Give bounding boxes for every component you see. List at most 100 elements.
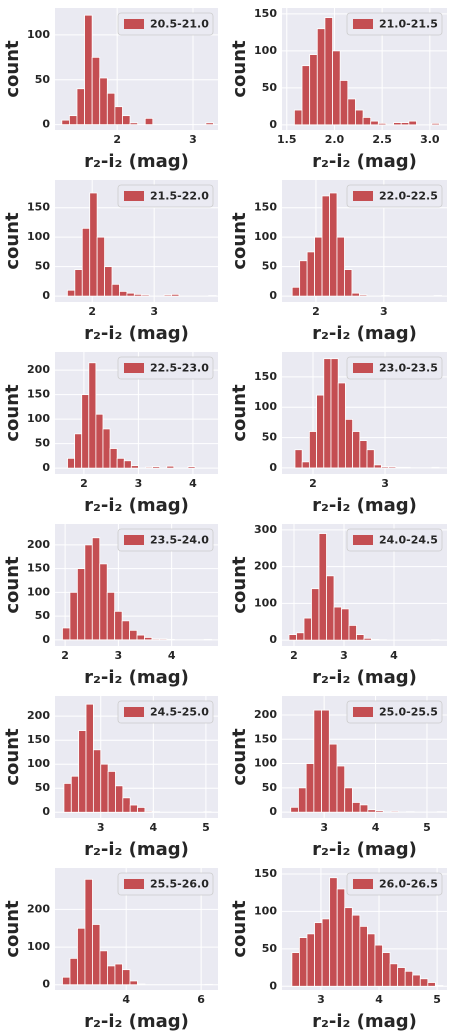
y-tick-label: 100 <box>27 230 50 243</box>
bar <box>100 763 109 813</box>
bar <box>144 117 154 126</box>
x-tick-label: 4 <box>189 477 197 490</box>
bar <box>367 809 376 813</box>
legend-swatch <box>124 707 144 717</box>
bar <box>288 634 297 641</box>
bar <box>366 449 375 469</box>
bar <box>137 983 146 986</box>
bar <box>119 290 128 297</box>
y-tick-label: 200 <box>27 709 50 722</box>
legend-label: 20.5-21.0 <box>150 18 209 31</box>
bar <box>321 709 330 813</box>
y-tick-label: 150 <box>254 732 277 745</box>
bar <box>81 227 91 297</box>
legend-label: 24.5-25.0 <box>150 706 209 719</box>
bar <box>318 533 327 641</box>
legend-label: 24.0-24.5 <box>379 534 438 547</box>
bar <box>328 743 338 813</box>
bar <box>115 785 124 813</box>
bar <box>133 293 143 297</box>
legend-box <box>346 872 443 896</box>
y-tick-label: 200 <box>27 902 50 915</box>
bar <box>96 236 105 297</box>
subplot: 2 3 0 50 100 r₂-i₂ (mag) count 20.5-21.0 <box>2 8 218 172</box>
y-tick-label: 200 <box>254 708 277 721</box>
bar <box>106 591 116 641</box>
x-tick-label: 2.5 <box>372 133 392 146</box>
x-tick-label: 2 <box>113 133 121 146</box>
y-axis-label: count <box>229 900 250 958</box>
x-tick-label: 2 <box>61 649 69 662</box>
bar <box>336 236 345 297</box>
y-axis-label: count <box>2 556 23 614</box>
y-tick-label: 0 <box>42 978 50 991</box>
bar <box>336 888 346 987</box>
bar <box>99 77 108 126</box>
y-tick-label: 100 <box>27 757 50 770</box>
y-tick-label: 0 <box>269 118 277 131</box>
x-tick-label: 2 <box>88 305 96 318</box>
x-tick-label: 4 <box>375 993 383 1006</box>
bar <box>107 965 116 986</box>
y-tick-label: 50 <box>35 609 51 622</box>
x-axis-label: r₂-i₂ (mag) <box>84 1011 189 1032</box>
y-tick-label: 100 <box>27 28 50 41</box>
legend-swatch <box>353 535 373 545</box>
bar <box>123 460 132 469</box>
bar <box>367 933 376 987</box>
bar <box>91 537 101 641</box>
bar <box>351 914 361 987</box>
bar <box>67 457 76 469</box>
y-tick-label: 150 <box>27 201 50 214</box>
bar <box>316 394 325 469</box>
bar <box>122 115 131 126</box>
legend-box <box>117 528 214 552</box>
legend-label: 25.5-26.0 <box>150 878 209 891</box>
x-tick-label: 3 <box>381 477 389 490</box>
y-tick-label: 150 <box>254 867 277 880</box>
bar <box>163 294 172 297</box>
bar <box>62 976 71 986</box>
bar <box>359 804 369 813</box>
y-tick-label: 0 <box>269 461 277 474</box>
y-tick-label: 0 <box>42 118 50 131</box>
legend-box <box>117 356 214 380</box>
bar <box>136 634 145 641</box>
bar <box>373 464 382 469</box>
bar <box>298 787 307 813</box>
legend-box <box>346 12 443 36</box>
y-tick-label: 50 <box>35 437 51 450</box>
y-axis-label: count <box>2 384 23 442</box>
legend-swatch <box>124 19 144 29</box>
bar <box>74 269 83 297</box>
y-tick-label: 150 <box>254 7 277 20</box>
bar <box>63 783 72 813</box>
bar <box>141 294 150 297</box>
bar <box>95 413 104 469</box>
bar <box>129 980 138 986</box>
y-axis-label: count <box>2 728 23 786</box>
bar <box>347 98 356 126</box>
legend-swatch <box>353 363 373 373</box>
bar <box>377 122 387 126</box>
bar <box>388 466 397 469</box>
subplot: 4 6 0 100 200 r₂-i₂ (mag) count 25.5-26.0 <box>2 868 218 1032</box>
subplot: 2 3 0 50 100 150 r₂-i₂ (mag) count 22.0-22.5 <box>229 180 447 344</box>
y-tick-label: 0 <box>42 633 50 646</box>
bar <box>393 122 402 126</box>
x-tick-label: 3 <box>317 993 325 1006</box>
y-tick-label: 50 <box>35 73 51 86</box>
y-tick-label: 0 <box>42 461 50 474</box>
legend-box <box>117 184 214 208</box>
x-axis-label: r₂-i₂ (mag) <box>312 151 417 172</box>
bar <box>303 617 312 641</box>
y-tick-label: 100 <box>27 940 50 953</box>
bar <box>84 878 93 986</box>
bar <box>69 957 78 986</box>
x-tick-label: 5 <box>433 993 441 1006</box>
bar <box>412 974 421 987</box>
legend-box <box>346 356 443 380</box>
bar <box>381 466 390 469</box>
bar <box>433 295 442 297</box>
subplot: 2 3 0 50 100 150 r₂-i₂ (mag) count 23.0-23.5 <box>229 352 447 516</box>
